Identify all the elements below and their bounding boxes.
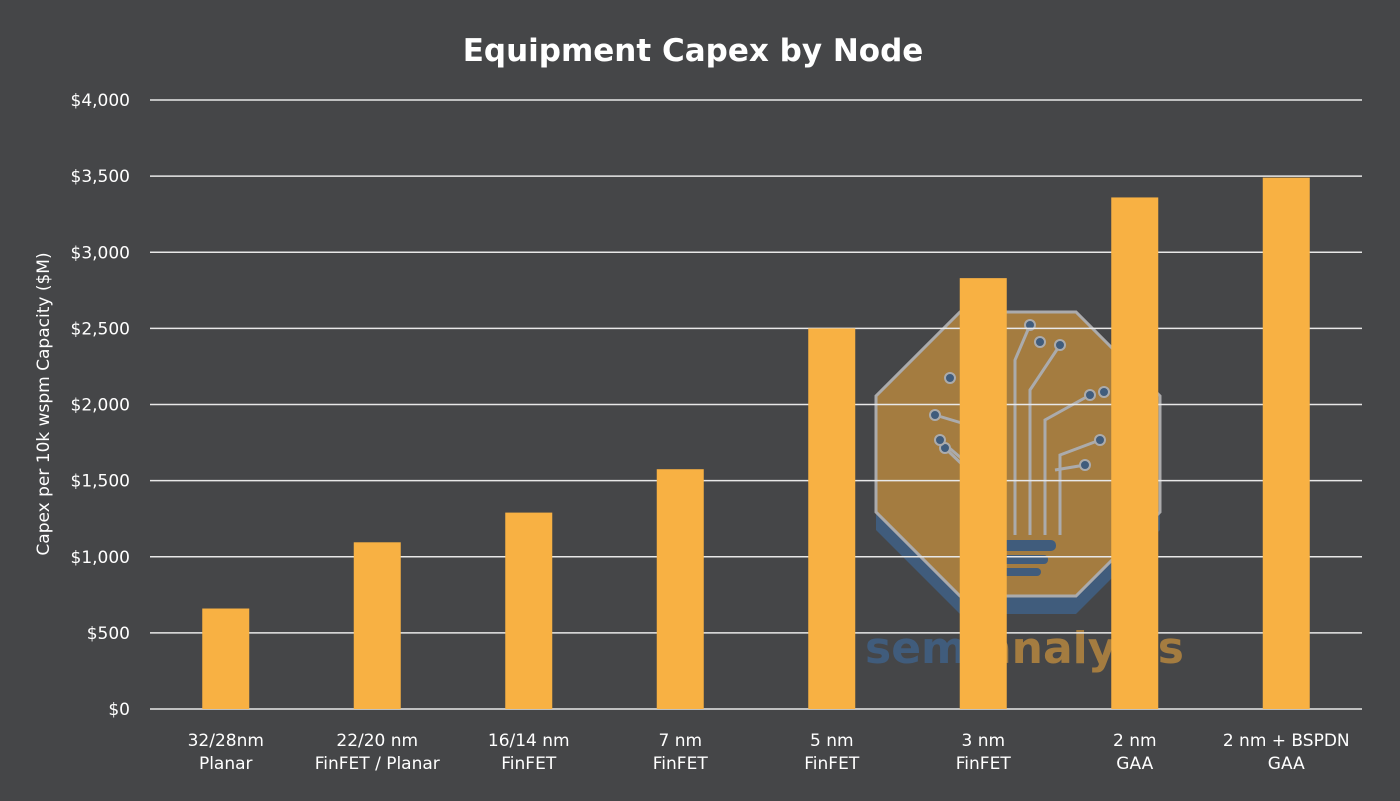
x-tick-label: 3 nm FinFET <box>956 731 1012 774</box>
x-axis-ticks: 32/28nm Planar 22/20 nm FinFET / Planar 16/1… <box>188 731 1350 774</box>
y-tick-label: $3,500 <box>71 167 130 187</box>
x-tick-label: 16/14 nm FinFET <box>488 731 570 774</box>
y-tick-label: $3,000 <box>71 243 130 263</box>
bars <box>202 177 1310 709</box>
gridlines <box>150 99 1362 710</box>
x-tick-label: 5 nm FinFET <box>804 731 860 774</box>
y-tick-label: $2,500 <box>71 319 130 339</box>
bar <box>353 542 401 709</box>
x-tick-label: 32/28nm Planar <box>188 731 264 774</box>
x-tick-label: 7 nm FinFET <box>653 731 709 774</box>
y-tick-label: $4,000 <box>71 91 130 111</box>
bar <box>808 328 856 709</box>
bar <box>959 278 1007 709</box>
y-tick-label: $1,500 <box>71 472 130 492</box>
y-tick-label: $500 <box>87 624 130 644</box>
circuit-nodes <box>929 319 1110 471</box>
bar <box>1262 177 1310 709</box>
x-tick-label: 2 nm GAA <box>1113 731 1157 774</box>
chart-title: Equipment Capex by Node <box>463 33 924 69</box>
bar <box>202 608 250 709</box>
bar <box>1111 197 1159 709</box>
y-tick-label: $2,000 <box>71 396 130 416</box>
y-tick-label: $1,000 <box>71 548 130 568</box>
y-tick-label: $0 <box>108 700 130 720</box>
y-axis-label: Capex per 10k wspm Capacity ($M) <box>34 252 54 555</box>
x-tick-label: 22/20 nm FinFET / Planar <box>315 731 440 774</box>
x-tick-label: 2 nm + BSPDN GAA <box>1223 731 1350 774</box>
bar <box>505 512 553 709</box>
y-axis-ticks: $0 $500 $1,000 $1,500 $2,000 $2,500 $3,000 $3,5… <box>71 91 130 720</box>
bar <box>656 469 704 709</box>
